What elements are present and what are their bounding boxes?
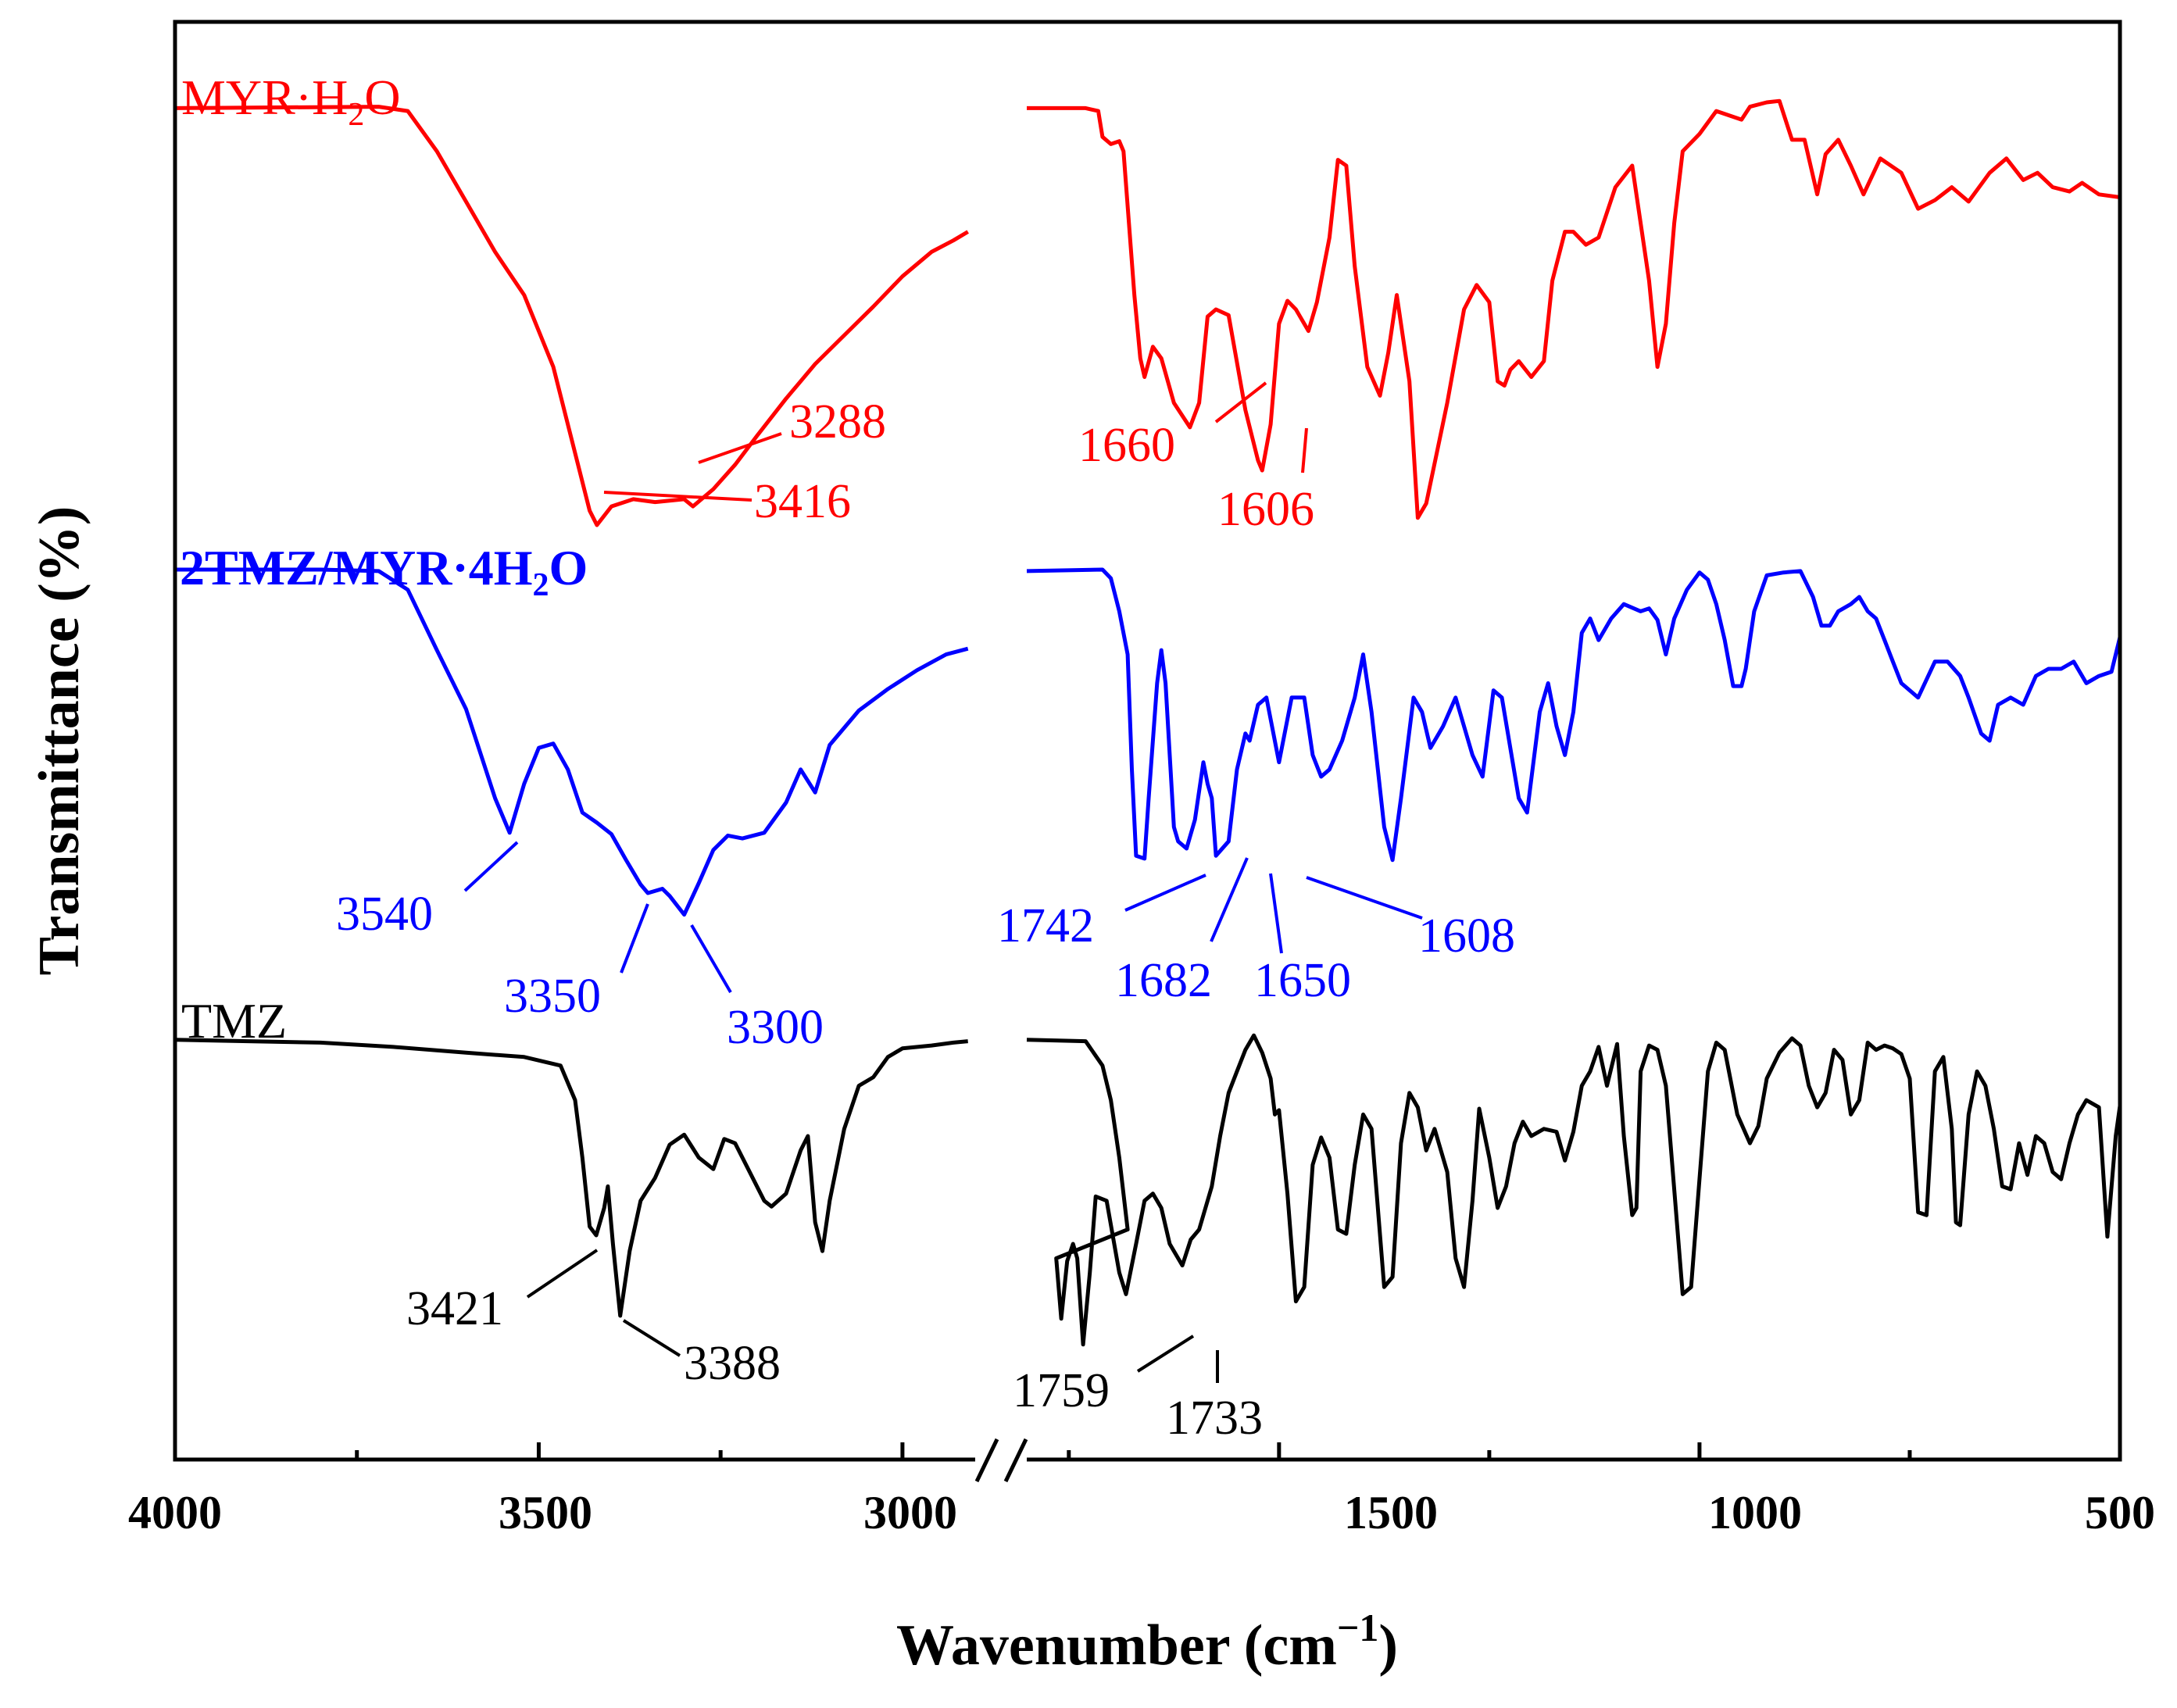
- peak-annotation: 1742: [997, 874, 1206, 952]
- x-axis-ticks: [173, 1442, 2122, 1460]
- peak-annotation: 1650: [1254, 873, 1351, 1007]
- peak-leader: [1214, 381, 1267, 423]
- peak-label: 3300: [727, 1001, 824, 1054]
- peak-annotations: 3288 3416 1660 1606 3540 3350 3300 174: [336, 381, 1515, 1445]
- peak-label: 3350: [504, 970, 601, 1023]
- peak-label: 1660: [1078, 419, 1175, 472]
- peak-leader: [603, 491, 752, 502]
- peak-label: 1650: [1254, 954, 1351, 1007]
- peak-label: 3388: [684, 1337, 781, 1390]
- series-line-2-segment-1: [1026, 1033, 2122, 1347]
- x-tick-label: 1000: [1708, 1487, 1802, 1538]
- peak-annotation: 1733: [1166, 1350, 1263, 1445]
- peak-annotation: 1682: [1115, 857, 1249, 1007]
- peak-annotation: 3388: [622, 1319, 781, 1390]
- plot-frame: [173, 20, 2122, 1462]
- peak-label: 1742: [997, 899, 1094, 952]
- x-tick-label: 500: [2085, 1487, 2155, 1538]
- series-layer: [174, 98, 2122, 1347]
- peak-annotation: 3540: [336, 841, 519, 941]
- peak-annotation: 3288: [698, 395, 886, 464]
- x-tick-labels: 4000 3500 3000 1500 1000 500: [128, 1487, 2155, 1538]
- x-tick-label: 3000: [863, 1487, 957, 1538]
- series-line-1-segment-1: [1026, 567, 2122, 863]
- peak-leader: [622, 1319, 681, 1357]
- series-line-0-segment-0: [174, 105, 969, 527]
- peak-leader: [698, 432, 782, 464]
- series-label-tmz: TMZ: [181, 993, 287, 1049]
- peak-label: 3288: [789, 395, 886, 448]
- y-axis-title: Transmittance (%): [27, 506, 91, 976]
- peak-label: 1733: [1166, 1392, 1263, 1445]
- peak-label: 1606: [1217, 483, 1314, 536]
- axis-break-mark-right: [1003, 1438, 1028, 1483]
- x-tick-label: 4000: [128, 1487, 222, 1538]
- peak-annotation: 1660: [1078, 381, 1267, 472]
- peak-annotation: 1606: [1217, 427, 1314, 536]
- peak-leader: [1210, 857, 1249, 942]
- peak-label: 3416: [754, 475, 851, 528]
- peak-leader: [1136, 1335, 1195, 1373]
- axis-break-mark-left: [974, 1438, 999, 1483]
- series-line-2-segment-0: [174, 1038, 968, 1318]
- series-label-myr: MYR·H2O: [181, 70, 401, 133]
- peak-label: 1682: [1115, 954, 1212, 1007]
- peak-leader: [463, 841, 519, 892]
- peak-leader: [620, 903, 649, 974]
- peak-leader: [1301, 427, 1308, 473]
- x-tick-label: 1500: [1344, 1487, 1438, 1538]
- x-tick-label: 3500: [499, 1487, 592, 1538]
- series-line-1-segment-0: [175, 567, 969, 917]
- peak-annotation: 1608: [1306, 876, 1515, 963]
- peak-leader: [526, 1249, 599, 1299]
- peak-annotation: 1759: [1013, 1335, 1195, 1417]
- x-axis-title: Wavenumber (cm−1): [896, 1606, 1398, 1678]
- peak-leader: [1269, 873, 1283, 954]
- peak-label: 3540: [336, 888, 433, 941]
- peak-leader: [1124, 874, 1206, 912]
- peak-annotation: 3421: [406, 1249, 599, 1335]
- series-line-0-segment-1: [1027, 98, 2121, 520]
- peak-label: 1608: [1418, 909, 1515, 963]
- peak-annotation: 3350: [504, 903, 649, 1023]
- peak-leader: [690, 924, 732, 994]
- series-label-2tmz-myr: 2TMZ/MYR·4H2O: [180, 540, 588, 603]
- peak-label: 1759: [1013, 1364, 1110, 1417]
- peak-annotation: 3416: [603, 475, 851, 528]
- peak-annotation: 3300: [690, 924, 824, 1054]
- peak-leader: [1306, 876, 1423, 920]
- peak-label: 3421: [406, 1282, 503, 1335]
